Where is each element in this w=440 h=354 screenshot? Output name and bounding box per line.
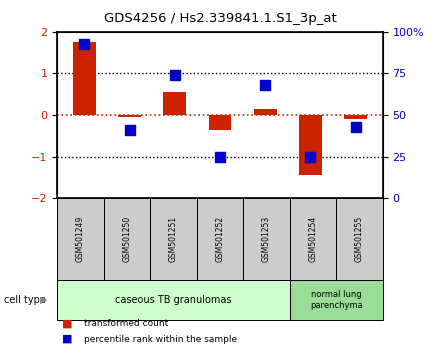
Text: GSM501254: GSM501254 [308, 216, 318, 262]
Text: transformed count: transformed count [84, 319, 168, 329]
Bar [118, 115, 141, 117]
Text: GSM501251: GSM501251 [169, 216, 178, 262]
Point [352, 124, 359, 130]
Bar [164, 92, 186, 115]
Bar [299, 115, 322, 175]
Bar [73, 42, 95, 115]
Text: normal lung
parenchyma: normal lung parenchyma [310, 290, 363, 310]
Bar [345, 115, 367, 119]
Text: ▶: ▶ [40, 295, 47, 305]
Text: ■: ■ [62, 319, 72, 329]
Point [126, 127, 133, 133]
Text: GSM501249: GSM501249 [76, 216, 85, 262]
Text: GSM501253: GSM501253 [262, 216, 271, 262]
Point [171, 72, 178, 78]
Bar [209, 115, 231, 130]
Text: caseous TB granulomas: caseous TB granulomas [115, 295, 232, 305]
Text: ■: ■ [62, 334, 72, 344]
Text: cell type: cell type [4, 295, 46, 305]
Point [262, 82, 269, 88]
Text: GSM501255: GSM501255 [355, 216, 364, 262]
Bar [254, 109, 276, 115]
Point [216, 154, 224, 159]
Text: GSM501252: GSM501252 [216, 216, 224, 262]
Text: percentile rank within the sample: percentile rank within the sample [84, 335, 237, 344]
Point [81, 41, 88, 46]
Text: GSM501250: GSM501250 [122, 216, 132, 262]
Text: GDS4256 / Hs2.339841.1.S1_3p_at: GDS4256 / Hs2.339841.1.S1_3p_at [104, 12, 336, 25]
Point [307, 154, 314, 159]
